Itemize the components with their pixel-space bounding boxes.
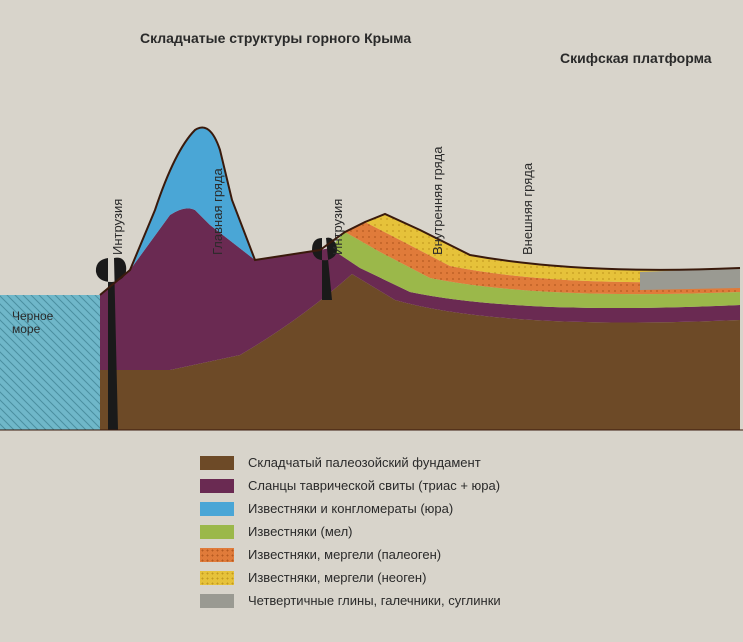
title-folded-structures: Складчатые структуры горного Крыма [140,30,411,46]
title-scythian-platform: Скифская платформа [560,50,712,66]
legend-row: Известняки (мел) [200,524,501,539]
geology-layers [0,128,743,431]
legend-swatch [200,594,234,608]
sea-label-line1: Черное [12,309,53,323]
legend-swatch [200,548,234,562]
feature-label: Внешняя гряда [520,163,535,255]
legend-swatch [200,479,234,493]
legend-swatch [200,502,234,516]
legend-row: Сланцы таврической свиты (триас + юра) [200,478,501,493]
figure: Складчатые структуры горного Крыма Скифс… [0,0,743,642]
legend-swatch [200,571,234,585]
legend-row: Складчатый палеозойский фундамент [200,455,501,470]
legend-label: Известняки, мергели (неоген) [248,570,426,585]
legend-row: Известняки, мергели (палеоген) [200,547,501,562]
legend-row: Известняки и конгломераты (юра) [200,501,501,516]
legend-label: Известняки, мергели (палеоген) [248,547,441,562]
legend-swatch [200,525,234,539]
legend-label: Известняки (мел) [248,524,353,539]
sea-label-line2: море [12,322,40,336]
feature-label: Главная гряда [210,168,225,255]
legend-label: Складчатый палеозойский фундамент [248,455,481,470]
legend-label: Известняки и конгломераты (юра) [248,501,453,516]
feature-label: Внутренняя гряда [430,147,445,256]
black-sea-label: Черное море [12,310,53,336]
legend-label: Четвертичные глины, галечники, суглинки [248,593,501,608]
feature-label: Интрузия [110,199,125,255]
legend: Складчатый палеозойский фундамент Сланцы … [200,455,501,616]
legend-label: Сланцы таврической свиты (триас + юра) [248,478,500,493]
legend-row: Четвертичные глины, галечники, суглинки [200,593,501,608]
legend-row: Известняки, мергели (неоген) [200,570,501,585]
legend-swatch [200,456,234,470]
feature-label: Интрузия [330,199,345,255]
